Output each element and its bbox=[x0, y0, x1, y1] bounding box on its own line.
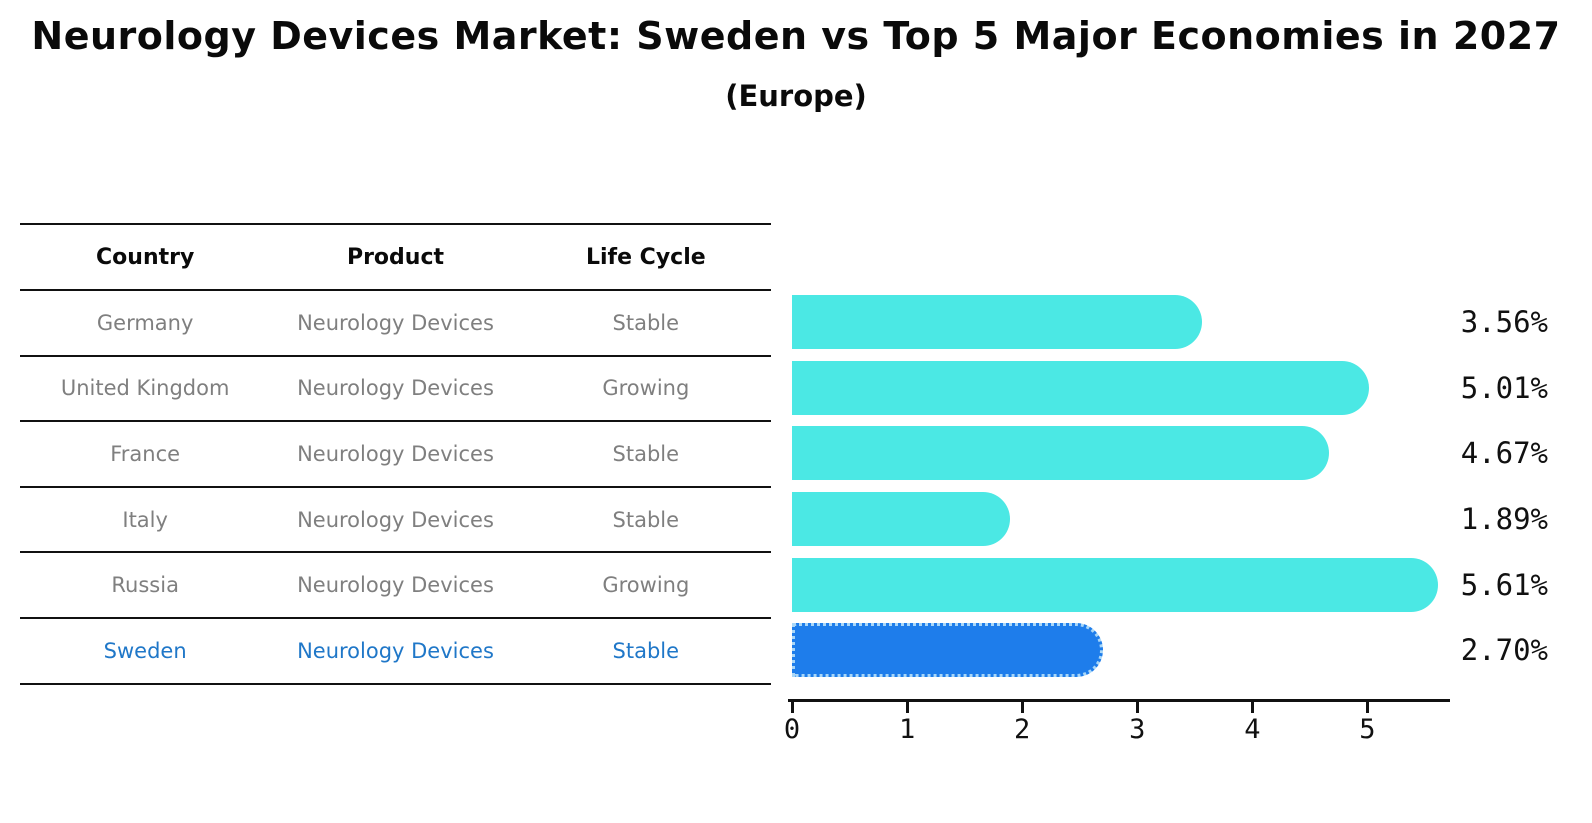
value-label-france: 4.67% bbox=[1460, 436, 1548, 471]
x-tick-label-5: 5 bbox=[1359, 714, 1376, 745]
table-header-row: Country Product Life Cycle bbox=[20, 225, 771, 291]
cell-life-cycle: Stable bbox=[612, 638, 680, 663]
bar-germany bbox=[792, 294, 1202, 349]
table-row-russia: Russia Neurology Devices Growing bbox=[20, 553, 771, 619]
value-label-italy: 1.89% bbox=[1460, 501, 1548, 536]
table-row-united-kingdom: United Kingdom Neurology Devices Growing bbox=[20, 357, 771, 423]
x-tick-label-2: 2 bbox=[1014, 714, 1031, 745]
x-tick-mark-3 bbox=[1135, 702, 1139, 713]
bar-highlight-sweden bbox=[792, 623, 1103, 678]
x-tick-label-4: 4 bbox=[1244, 714, 1261, 745]
cell-life-cycle: Stable bbox=[612, 310, 680, 335]
cell-product: Neurology Devices bbox=[297, 573, 494, 598]
table-row-germany: Germany Neurology Devices Stable bbox=[20, 291, 771, 357]
x-tick-label-1: 1 bbox=[898, 714, 916, 745]
cell-country: United Kingdom bbox=[60, 376, 230, 401]
x-tick-mark-2 bbox=[1020, 702, 1024, 713]
cell-country: Germany bbox=[96, 310, 194, 335]
bar-italy bbox=[792, 491, 1010, 546]
table-body: Germany Neurology Devices Stable United Kin… bbox=[20, 291, 771, 685]
cell-product: Neurology Devices bbox=[297, 310, 494, 335]
bar-united-kingdom bbox=[792, 360, 1369, 415]
value-label-united-kingdom: 5.01% bbox=[1460, 370, 1548, 405]
value-label-germany: 3.56% bbox=[1460, 304, 1548, 339]
cell-product: Neurology Devices bbox=[297, 376, 494, 401]
table-row-italy: Italy Neurology Devices Stable bbox=[20, 488, 771, 554]
cell-life-cycle: Growing bbox=[602, 573, 690, 598]
x-axis-line bbox=[788, 699, 1450, 702]
cell-country: Russia bbox=[111, 573, 179, 598]
column-header-life-cycle: Life Cycle bbox=[585, 244, 706, 270]
column-header-country: Country bbox=[96, 244, 195, 270]
cell-product: Neurology Devices bbox=[297, 507, 494, 532]
value-label-sweden: 2.70% bbox=[1460, 633, 1548, 668]
data-table: Country Product Life Cycle Germany Neurol… bbox=[20, 223, 771, 685]
cell-life-cycle: Stable bbox=[612, 507, 680, 532]
cell-product: Neurology Devices bbox=[297, 441, 494, 466]
x-tick-mark-4 bbox=[1250, 702, 1254, 713]
x-tick-mark-0 bbox=[790, 702, 794, 713]
x-tick-mark-1 bbox=[905, 702, 909, 713]
value-label-russia: 5.61% bbox=[1460, 567, 1548, 602]
cell-country: Italy bbox=[122, 507, 168, 532]
x-tick-mark-5 bbox=[1365, 702, 1369, 713]
x-tick-label-3: 3 bbox=[1129, 714, 1146, 745]
cell-life-cycle: Stable bbox=[612, 441, 680, 466]
cell-country: France bbox=[110, 441, 181, 466]
chart-subtitle: (Europe) bbox=[725, 79, 867, 113]
column-header-product: Product bbox=[346, 244, 445, 270]
cell-product: Neurology Devices bbox=[297, 638, 494, 663]
x-tick-label-0: 0 bbox=[783, 714, 801, 745]
table-row-france: France Neurology Devices Stable bbox=[20, 422, 771, 488]
cell-life-cycle: Growing bbox=[602, 376, 690, 401]
bar-france bbox=[792, 426, 1330, 481]
cell-country: Sweden bbox=[103, 638, 187, 663]
chart-title: Neurology Devices Market: Sweden vs Top … bbox=[31, 14, 1561, 58]
table-row-sweden: Sweden Neurology Devices Stable bbox=[20, 619, 771, 685]
bar-russia bbox=[792, 557, 1438, 612]
